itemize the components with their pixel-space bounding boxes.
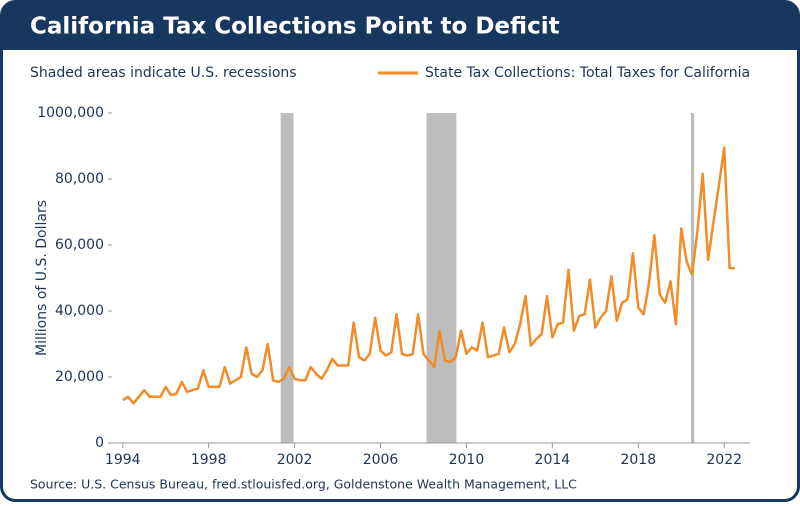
y-tick-label: 0 xyxy=(95,435,104,451)
x-tick-label: 2010 xyxy=(449,452,485,468)
legend-label: State Tax Collections: Total Taxes for C… xyxy=(425,65,750,81)
y-tick-label: 40,000 xyxy=(55,303,104,319)
recession-band xyxy=(426,113,457,443)
header-band xyxy=(1,1,799,50)
series-line xyxy=(122,146,735,405)
x-tick-label: 2006 xyxy=(363,452,399,468)
x-tick-label: 2018 xyxy=(620,452,656,468)
y-tick-label: 20,000 xyxy=(55,369,104,385)
recession-band xyxy=(690,113,695,443)
y-tick-label: 1000,000 xyxy=(37,105,104,121)
chart-title: California Tax Collections Point to Defi… xyxy=(30,14,560,40)
y-tick-label: 60,000 xyxy=(55,237,104,253)
x-tick-label: 2022 xyxy=(706,452,742,468)
source: Source: U.S. Census Bureau, fred.stlouis… xyxy=(30,477,577,492)
x-tick-label: 1994 xyxy=(105,452,141,468)
x-tick-label: 2002 xyxy=(277,452,313,468)
recession-band xyxy=(280,113,294,443)
subtitle: Shaded areas indicate U.S. recessions xyxy=(30,65,297,81)
x-tick-label: 2014 xyxy=(535,452,571,468)
y-tick-label: 80,000 xyxy=(55,171,104,187)
x-tick-label: 1998 xyxy=(191,452,227,468)
y-axis-label: Millions of U.S. Dollars xyxy=(34,200,50,356)
